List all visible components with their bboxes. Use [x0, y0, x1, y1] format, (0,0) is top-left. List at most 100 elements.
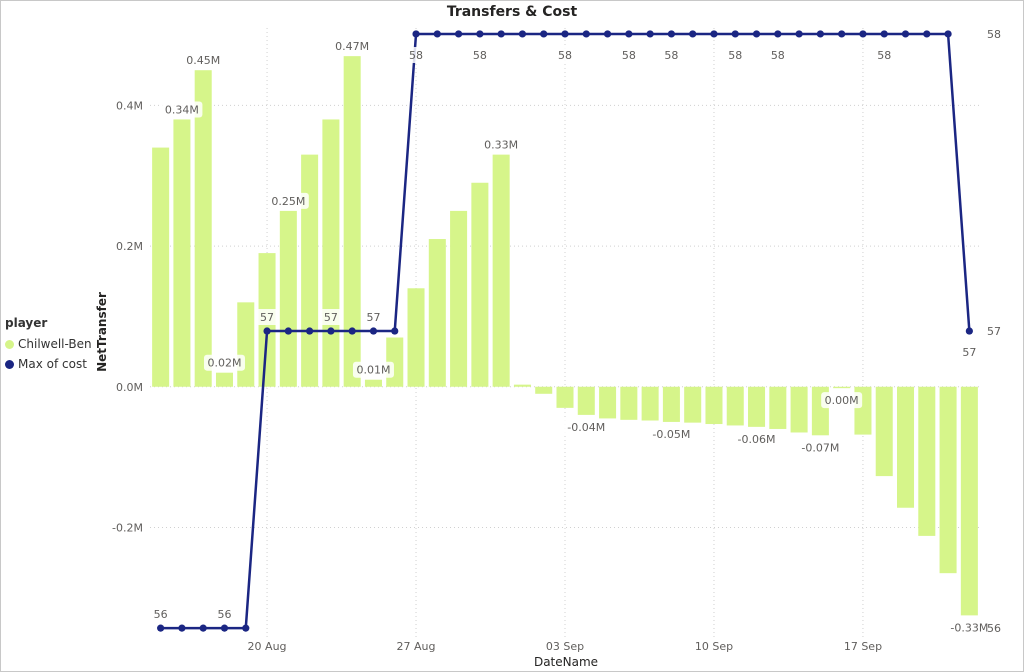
point-max-of-cost	[327, 327, 335, 335]
bar-chilwell-ben	[875, 386, 893, 477]
point-max-of-cost	[667, 30, 676, 38]
point-max-of-cost	[795, 30, 803, 38]
bar-data-label: 0.33M	[484, 139, 518, 152]
point-max-of-cost	[561, 30, 569, 38]
data-label-background	[404, 46, 429, 63]
point-max-of-cost	[348, 327, 356, 335]
line-data-label: 57	[366, 311, 380, 324]
y-tick-label: 0.4M	[116, 99, 143, 112]
line-data-label: 57	[962, 346, 976, 359]
line-data-label: 58	[728, 49, 742, 62]
legend-label-max-of-cost: Max of cost	[18, 357, 87, 371]
data-label-background	[872, 46, 897, 63]
data-label-background	[616, 46, 641, 63]
data-label-background	[659, 46, 684, 63]
label-layer: 0.34M 0.45M 0.02M 0.25M 0.47M 0.01M 0.33M -0.04…	[148, 38, 994, 636]
point-max-of-cost	[816, 30, 824, 38]
data-label-background	[796, 439, 845, 456]
bar-data-label: 0.01M	[356, 364, 390, 377]
point-max-of-cost	[944, 30, 952, 38]
legend-swatch-chilwell-ben	[5, 339, 14, 349]
line-data-label: 56	[154, 608, 168, 621]
bar-chilwell-ben	[620, 386, 638, 420]
x-tick-label: 03 Sep	[546, 640, 584, 653]
point-max-of-cost	[838, 30, 846, 38]
data-label-background	[765, 46, 790, 63]
data-label-background	[945, 619, 994, 636]
bar-chilwell-ben	[152, 147, 170, 387]
legend-item-chilwell-ben[interactable]: Chilwell-Ben	[5, 334, 92, 354]
bar-data-label: -0.33M	[950, 621, 988, 634]
bar-data-label: 0.25M	[271, 195, 305, 208]
bar-chilwell-ben	[492, 154, 510, 387]
bar-chilwell-ben	[939, 386, 957, 574]
bar-data-label: 0.45M	[186, 54, 220, 67]
line-layer	[157, 30, 973, 632]
bar-chilwell-ben	[748, 386, 766, 427]
point-max-of-cost	[540, 30, 548, 38]
data-label-background	[212, 606, 237, 623]
point-max-of-cost	[284, 327, 292, 335]
line-data-label: 58	[409, 49, 423, 62]
line-data-label: 58	[771, 49, 785, 62]
y-tick-label: 0.0M	[116, 381, 143, 394]
bar-chilwell-ben	[684, 386, 702, 423]
point-max-of-cost	[412, 30, 420, 38]
data-label-background	[361, 309, 386, 326]
bar-chilwell-ben	[641, 386, 659, 421]
data-label-background	[331, 38, 373, 55]
data-label-background	[148, 606, 173, 623]
x-tick-label: 20 Aug	[248, 640, 287, 653]
point-max-of-cost	[433, 30, 441, 38]
bar-data-label: -0.04M	[567, 421, 605, 434]
line-data-label: 58	[558, 49, 572, 62]
point-max-of-cost	[263, 327, 271, 335]
point-max-of-cost	[603, 30, 612, 38]
point-max-of-cost	[731, 30, 739, 38]
bar-chilwell-ben	[471, 182, 489, 387]
data-label-background	[352, 361, 394, 378]
point-max-of-cost	[625, 30, 633, 38]
data-label-background	[267, 192, 309, 209]
bar-chilwell-ben	[960, 386, 978, 616]
bar-data-label: 0.02M	[207, 357, 241, 370]
point-max-of-cost	[689, 30, 697, 38]
bar-chilwell-ben	[279, 210, 297, 387]
line-data-label: 58	[622, 49, 636, 62]
point-max-of-cost	[923, 30, 931, 38]
bar-chilwell-ben	[535, 386, 553, 394]
point-max-of-cost	[476, 30, 484, 38]
bar-chilwell-ben	[599, 386, 617, 419]
legend-label-chilwell-ben: Chilwell-Ben	[18, 337, 92, 351]
data-label-background	[647, 425, 696, 442]
data-label-background	[467, 46, 492, 63]
secondary-y-tick-label: 57	[987, 325, 1001, 338]
bar-chilwell-ben	[364, 379, 382, 387]
bar-chilwell-ben	[790, 386, 808, 433]
bar-data-label: -0.06M	[738, 433, 776, 446]
point-max-of-cost	[859, 30, 867, 38]
point-max-of-cost	[157, 624, 165, 632]
point-max-of-cost	[178, 624, 186, 632]
secondary-y-tick-label: 56	[987, 622, 1001, 635]
bar-chilwell-ben	[897, 386, 915, 508]
bar-chilwell-ben	[407, 288, 425, 387]
point-max-of-cost	[369, 327, 378, 335]
point-max-of-cost	[752, 30, 761, 38]
legend-item-max-of-cost[interactable]: Max of cost	[5, 354, 92, 374]
y-axis-title: NetTransfer	[95, 292, 109, 372]
line-data-label: 56	[217, 608, 231, 621]
bar-data-label: 0.34M	[165, 103, 199, 116]
point-max-of-cost	[646, 30, 654, 38]
legend: player Chilwell-Ben Max of cost	[5, 316, 92, 374]
data-label-background	[732, 430, 781, 447]
x-axis-title: DateName	[534, 655, 598, 669]
bar-layer	[152, 56, 978, 616]
bar-chilwell-ben	[769, 386, 787, 429]
point-max-of-cost	[774, 30, 782, 38]
data-label-background	[161, 101, 203, 118]
bar-chilwell-ben	[215, 372, 233, 387]
bar-chilwell-ben	[237, 302, 255, 387]
bar-chilwell-ben	[662, 386, 680, 422]
point-max-of-cost	[454, 30, 463, 38]
